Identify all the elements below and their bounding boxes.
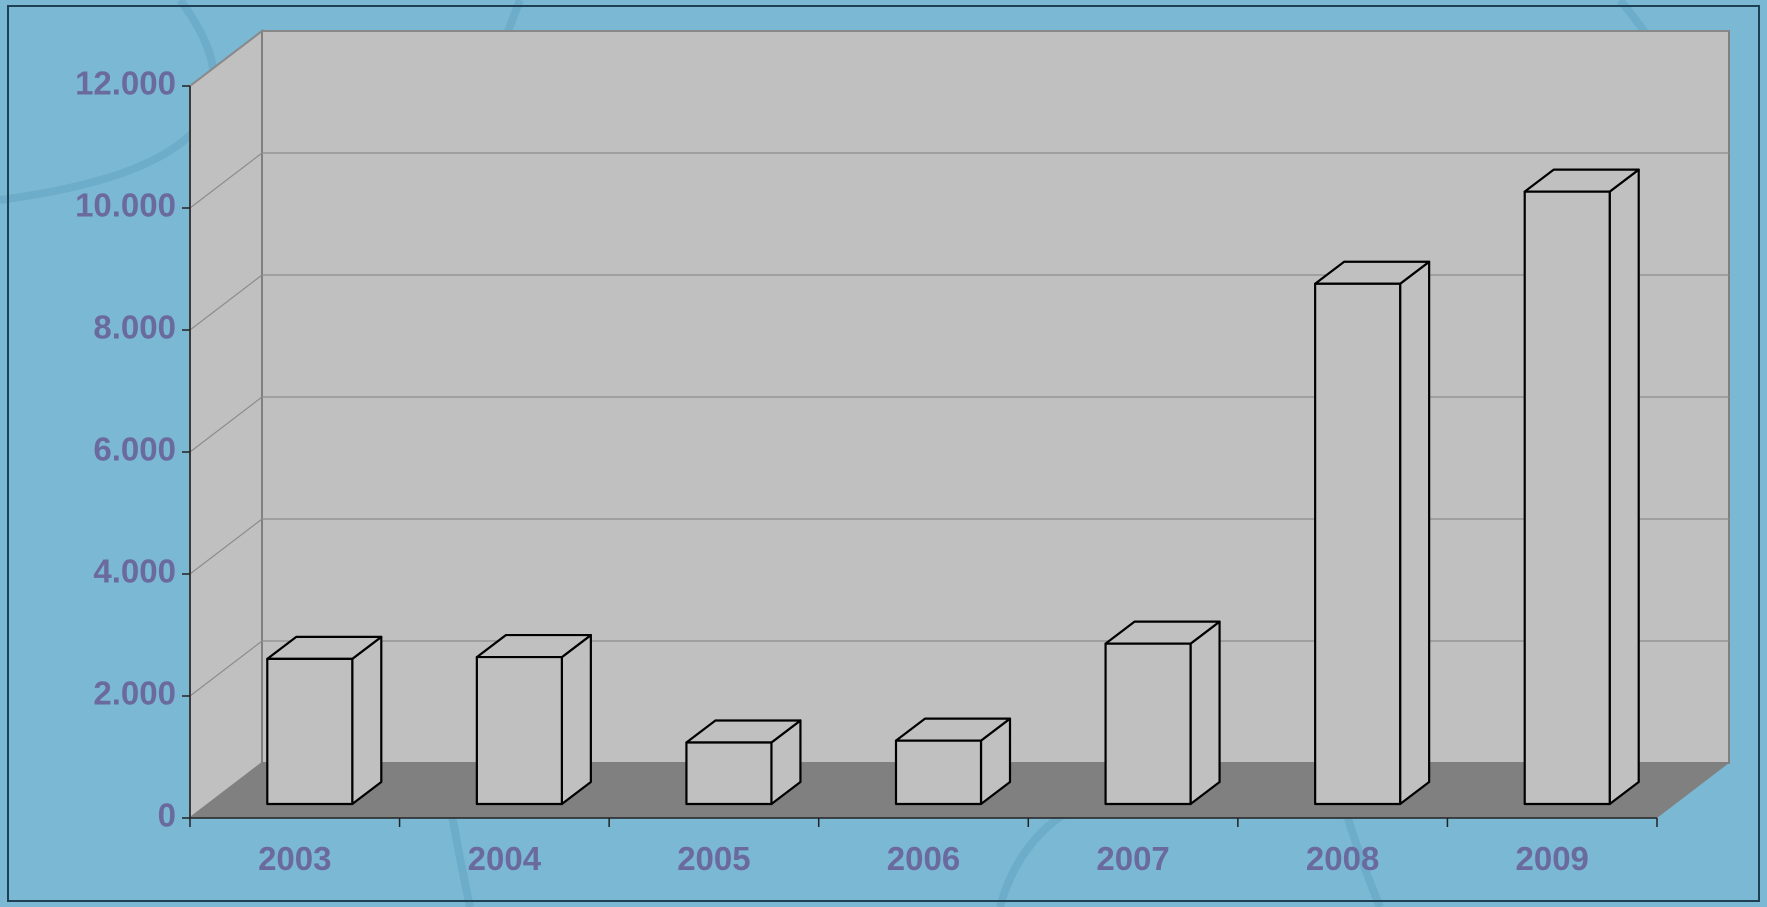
- bar-2005: [685, 719, 802, 806]
- axes: [182, 85, 1658, 827]
- bar-side: [560, 633, 592, 806]
- bar-side: [1189, 620, 1221, 806]
- bar: [894, 739, 983, 806]
- bar-side: [1399, 260, 1431, 806]
- gridline-side: [189, 30, 263, 87]
- y-tick-label: 0: [158, 797, 176, 834]
- gridline-side: [189, 396, 263, 453]
- x-tick-label: 2007: [1096, 840, 1169, 877]
- bar-2004: [475, 633, 592, 806]
- gridline-side: [189, 640, 263, 697]
- axis-labels: 0 2.000 4.000 6.000 8.000 10.000 12.000 2003 200…: [75, 65, 1589, 877]
- y-tick-label: 2.000: [93, 675, 176, 712]
- bar: [1523, 190, 1611, 806]
- bar-2003: [266, 635, 383, 806]
- bar-side: [1608, 168, 1640, 806]
- bar: [1314, 282, 1402, 806]
- y-tick-label: 4.000: [93, 553, 176, 590]
- y-tick-label: 12.000: [75, 65, 176, 102]
- bar: [1104, 642, 1192, 806]
- bar: [685, 741, 773, 806]
- y-tick-label: 6.000: [93, 431, 176, 468]
- bar-2006: [894, 717, 1012, 806]
- bar-2009: [1523, 168, 1640, 806]
- bar: [266, 657, 354, 806]
- bar: [475, 655, 563, 806]
- y-tick-label: 10.000: [75, 187, 176, 224]
- gridline-side: [189, 518, 263, 575]
- chart-walls: [189, 28, 1730, 821]
- bar-2007: [1104, 620, 1221, 806]
- x-tick-label: 2009: [1516, 840, 1589, 877]
- x-tick-label: 2006: [887, 840, 960, 877]
- frame-border: [7, 5, 1760, 902]
- bar-2008: [1314, 260, 1431, 806]
- x-tick-label: 2008: [1306, 840, 1379, 877]
- gridlines: [189, 30, 1729, 697]
- bar-side: [351, 635, 383, 806]
- y-tick-label: 8.000: [93, 309, 176, 346]
- x-tick-label: 2004: [468, 840, 542, 877]
- x-tick-label: 2003: [258, 840, 331, 877]
- bars-group: [266, 168, 1640, 806]
- gridline-side: [189, 274, 263, 331]
- x-tick-label: 2005: [677, 840, 750, 877]
- gridline-side: [189, 152, 263, 209]
